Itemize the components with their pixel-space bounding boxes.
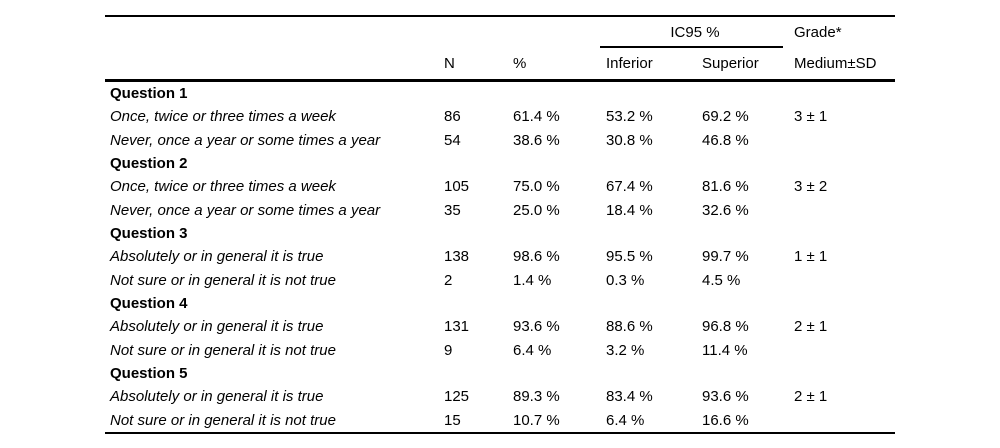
table-cell-superior: 93.6 % — [702, 388, 749, 406]
table-cell-label: Absolutely or in general it is true — [110, 388, 324, 406]
header-pct-label: % — [513, 55, 527, 72]
answer-row: Never, once a year or some times a year 3… — [105, 199, 895, 222]
table-cell-inferior: 53.2 % — [606, 108, 653, 126]
answer-row: Absolutely or in general it is true 125 89… — [105, 385, 895, 408]
table-cell-n: 86 — [444, 108, 461, 126]
table-cell-inferior: 88.6 % — [606, 318, 653, 336]
answer-row: Not sure or in general it is not true 15 1… — [105, 409, 895, 432]
table-cell-pct: 38.6 % — [513, 131, 560, 149]
table-cell-n: 54 — [444, 131, 461, 149]
table-cell-inferior: 83.4 % — [606, 388, 653, 406]
table-cell-label: Not sure or in general it is not true — [110, 411, 336, 429]
table-cell-n: 9 — [444, 341, 453, 359]
table-body: Question 1 Once, twice or three times a w… — [105, 82, 895, 432]
table-cell-superior: 69.2 % — [702, 108, 749, 126]
table-cell-label: Question 4 — [110, 295, 188, 313]
header-ic95-label: IC95 % — [670, 24, 720, 41]
table-cell-label: Question 3 — [110, 225, 188, 243]
table-cell-inferior: 30.8 % — [606, 131, 653, 149]
header-medium-sd-label: Medium±SD — [794, 55, 877, 72]
table-cell-superior: 4.5 % — [702, 271, 741, 289]
table-cell-label: Question 2 — [110, 155, 188, 173]
table-cell-pct: 61.4 % — [513, 108, 560, 126]
header-body-divider-rule — [105, 79, 895, 82]
table-top-rule — [105, 15, 895, 17]
table-header-columns-row: N % Inferior Superior Medium±SD — [105, 48, 895, 79]
table-cell-pct: 75.0 % — [513, 178, 560, 196]
answer-row: Once, twice or three times a week 86 61.4 … — [105, 105, 895, 128]
table-cell-pct: 93.6 % — [513, 318, 560, 336]
table-cell-label: Never, once a year or some times a year — [110, 131, 381, 149]
question-row: Question 1 — [105, 82, 895, 105]
table-cell-inferior: 3.2 % — [606, 341, 645, 359]
table-cell-label: Absolutely or in general it is true — [110, 248, 324, 266]
header-inferior-label: Inferior — [606, 55, 653, 72]
table-cell-grade: 3 ± 1 — [794, 108, 828, 126]
table-cell-label: Not sure or in general it is not true — [110, 341, 336, 359]
table-cell-n: 2 — [444, 271, 453, 289]
table-cell-superior: 16.6 % — [702, 411, 749, 429]
table-bottom-rule — [105, 431, 895, 434]
answer-row: Never, once a year or some times a year 5… — [105, 129, 895, 152]
table-cell-label: Once, twice or three times a week — [110, 178, 336, 196]
answer-row: Not sure or in general it is not true 2 1.… — [105, 269, 895, 292]
question-row: Question 2 — [105, 152, 895, 175]
table-cell-n: 15 — [444, 411, 461, 429]
table-cell-pct: 1.4 % — [513, 271, 552, 289]
table-cell-pct: 10.7 % — [513, 411, 560, 429]
table-cell-grade: 2 ± 1 — [794, 318, 828, 336]
table-cell-label: Absolutely or in general it is true — [110, 318, 324, 336]
question-row: Question 3 — [105, 222, 895, 245]
table-header-spanner-row: IC95 % Grade* — [105, 17, 895, 48]
header-grade-label: Grade* — [794, 24, 842, 41]
table-cell-inferior: 6.4 % — [606, 411, 645, 429]
table-cell-superior: 46.8 % — [702, 131, 749, 149]
table-cell-inferior: 95.5 % — [606, 248, 653, 266]
ic95-spanner-rule — [600, 46, 783, 48]
table-cell-pct: 6.4 % — [513, 341, 552, 359]
question-row: Question 5 — [105, 362, 895, 385]
table-cell-n: 35 — [444, 201, 461, 219]
answer-row: Not sure or in general it is not true 9 6.… — [105, 339, 895, 362]
header-n-label: N — [444, 55, 455, 72]
table-cell-superior: 81.6 % — [702, 178, 749, 196]
header-superior-label: Superior — [702, 55, 759, 72]
table-cell-n: 125 — [444, 388, 470, 406]
table-cell-label: Once, twice or three times a week — [110, 108, 336, 126]
table-cell-grade: 1 ± 1 — [794, 248, 828, 266]
answer-row: Absolutely or in general it is true 138 98… — [105, 245, 895, 268]
question-row: Question 4 — [105, 292, 895, 315]
table-cell-pct: 98.6 % — [513, 248, 560, 266]
table-cell-label: Not sure or in general it is not true — [110, 271, 336, 289]
table-cell-superior: 96.8 % — [702, 318, 749, 336]
table-cell-superior: 11.4 % — [702, 341, 748, 359]
table-cell-inferior: 0.3 % — [606, 271, 645, 289]
table-cell-superior: 32.6 % — [702, 201, 749, 219]
table-cell-inferior: 67.4 % — [606, 178, 653, 196]
table-cell-n: 131 — [444, 318, 470, 336]
answer-row: Once, twice or three times a week 105 75.0… — [105, 175, 895, 198]
table-cell-grade: 2 ± 1 — [794, 388, 828, 406]
answer-row: Absolutely or in general it is true 131 93… — [105, 315, 895, 338]
table-cell-n: 138 — [444, 248, 470, 266]
stats-table: IC95 % Grade* N % Inferior Superior Medi… — [105, 15, 895, 434]
table-cell-superior: 99.7 % — [702, 248, 749, 266]
header-ic95-group: IC95 % — [600, 17, 790, 48]
table-cell-pct: 25.0 % — [513, 201, 560, 219]
table-cell-label: Never, once a year or some times a year — [110, 201, 381, 219]
table-cell-label: Question 5 — [110, 365, 188, 383]
table-cell-grade: 3 ± 2 — [794, 178, 828, 196]
table-cell-pct: 89.3 % — [513, 388, 560, 406]
table-cell-label: Question 1 — [110, 85, 188, 103]
table-cell-n: 105 — [444, 178, 470, 196]
table-cell-inferior: 18.4 % — [606, 201, 653, 219]
